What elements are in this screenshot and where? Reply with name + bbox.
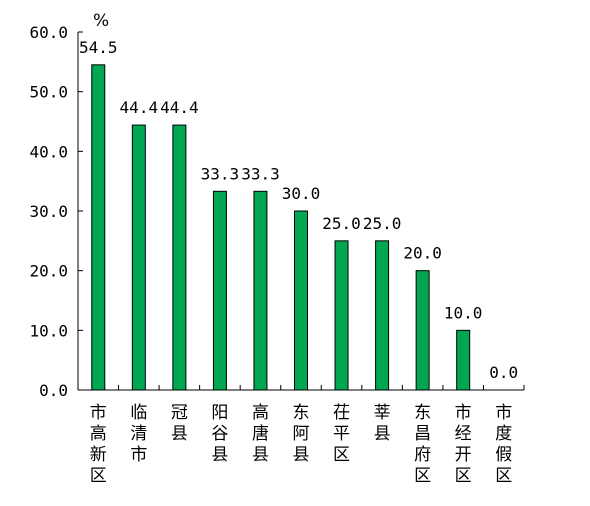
bar-value-label: 30.0 (282, 184, 321, 203)
y-tick-label: 0.0 (39, 381, 68, 400)
bar-value-label: 25.0 (322, 214, 361, 233)
bar-value-label: 10.0 (444, 303, 483, 322)
bar (212, 190, 227, 391)
bar-value-label: 33.3 (201, 164, 240, 183)
y-tick-label: 40.0 (29, 142, 68, 161)
x-category-label: 莘县 (374, 403, 391, 444)
bar-value-label: 20.0 (403, 244, 442, 263)
bar-value-label: 25.0 (363, 214, 402, 233)
x-category-label: 东昌府区 (414, 403, 431, 486)
x-category-label: 冠县 (171, 403, 188, 444)
x-category-label: 高唐县 (252, 403, 269, 465)
bar (375, 240, 390, 391)
x-category-label: 市度假区 (495, 403, 512, 486)
x-category-label: 临清市 (130, 403, 147, 465)
bar-value-label: 54.5 (79, 38, 118, 57)
data-labels: 54.544.4 44.433.3 33.330.025.0 25.020.010.0… (79, 38, 518, 382)
bar-value-label: 44.4 (120, 98, 159, 117)
y-unit-label: % (93, 11, 109, 31)
y-tick-label: 10.0 (29, 321, 68, 340)
bar (294, 210, 308, 391)
bar-value-label: 0.0 (489, 363, 518, 382)
y-tick-label: 30.0 (29, 202, 68, 221)
bar (253, 190, 268, 391)
x-category-label: 东阿县 (293, 403, 310, 465)
bar (415, 270, 430, 391)
x-category-label: 市经开区 (455, 403, 472, 486)
y-tick-label: 50.0 (29, 83, 68, 102)
bar (131, 124, 146, 391)
bar (334, 240, 349, 391)
bar (91, 64, 106, 391)
bar (456, 329, 471, 391)
x-category-label: 茌平区 (333, 403, 350, 465)
y-axis: 0.0 10.0 20.0 30.0 40.0 50.0 60.0 (29, 23, 83, 400)
x-category-label: 阳谷县 (211, 403, 228, 465)
x-axis: 市高新区 临清市 冠县 阳谷县 高唐县 东阿县 茌平区 莘县 东昌府区 市经开区 市度假区 (77, 385, 525, 486)
y-tick-label: 60.0 (29, 23, 68, 42)
bar-value-label: 33.3 (241, 164, 280, 183)
x-category-label: 市高新区 (90, 403, 107, 486)
y-tick-label: 20.0 (29, 262, 68, 281)
bar (172, 124, 187, 391)
bar-value-label: 44.4 (160, 98, 199, 117)
bars (91, 64, 471, 391)
